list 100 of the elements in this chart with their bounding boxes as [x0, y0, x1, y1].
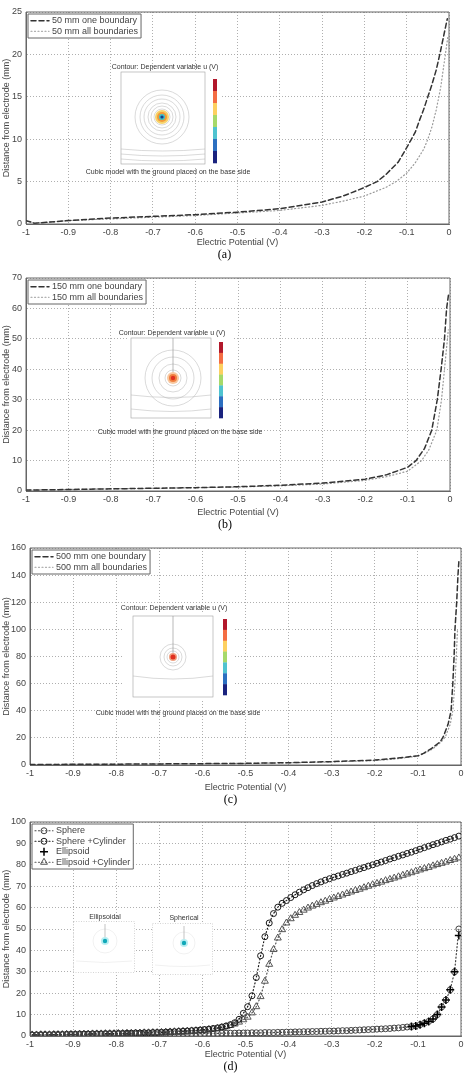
y-tick-label: 100 — [10, 816, 26, 827]
y-tick-label: 0 — [16, 218, 22, 229]
y-tick-label: 40 — [11, 363, 22, 374]
x-tick-label: 0 — [458, 767, 464, 778]
y-tick-label: 10 — [11, 455, 22, 466]
text: (d) — [223, 1058, 238, 1073]
y-tick-label: 60 — [15, 678, 26, 689]
y-tick-label: 20 — [11, 48, 22, 59]
x-tick-label: -0.6 — [194, 1038, 211, 1049]
x-tick-label: -0.2 — [356, 226, 373, 237]
legend-label: 500 mm one boundary — [56, 551, 147, 562]
x-tick-label: -0.9 — [60, 493, 77, 504]
x-tick-label: -0.3 — [314, 226, 330, 237]
legend-label: Sphere +Cylinder — [56, 835, 126, 846]
y-tick-label: 50 — [11, 333, 22, 344]
x-axis-title: Electric Potential (V) — [197, 506, 279, 517]
y-tick-label: 10 — [11, 133, 22, 144]
x-tick-label: -1 — [21, 226, 31, 237]
y-tick-label: 160 — [10, 542, 26, 553]
x-tick-label: -0.8 — [103, 493, 119, 504]
x-tick-label: 0 — [447, 493, 453, 504]
y-tick-label: 40 — [15, 944, 26, 955]
y-tick-label: 140 — [10, 569, 26, 580]
text: (b) — [218, 516, 232, 531]
x-tick-label: -0.7 — [151, 1038, 168, 1049]
legend-label: 150 mm all boundaries — [52, 291, 144, 302]
x-tick-label: -1 — [25, 767, 35, 778]
y-tick-label: 120 — [10, 596, 26, 607]
y-tick-label: 80 — [15, 650, 26, 661]
x-tick-label: -0.9 — [60, 226, 77, 237]
x-tick-label: -0.3 — [323, 1038, 340, 1049]
x-tick-label: -0.3 — [323, 767, 340, 778]
x-tick-label: -0.3 — [315, 493, 331, 504]
x-axis-title: Electric Potential (V) — [204, 781, 287, 792]
x-tick-label: -0.8 — [102, 226, 119, 237]
x-tick-label: -0.5 — [237, 767, 254, 778]
legend-label: 50 mm one boundary — [52, 15, 138, 26]
y-tick-label: 50 — [15, 923, 26, 934]
x-axis-title: Electric Potential (V) — [196, 236, 279, 247]
x-tick-label: -0.4 — [280, 1038, 297, 1049]
y-tick-label: 70 — [15, 880, 26, 891]
x-tick-label: -0.1 — [398, 226, 415, 237]
x-tick-label: -0.7 — [145, 226, 161, 237]
x-tick-label: -0.9 — [65, 1038, 81, 1049]
x-tick-label: 0 — [446, 226, 452, 237]
x-tick-label: -0.2 — [367, 1038, 383, 1049]
legend-label: Ellipsoid — [56, 846, 90, 857]
x-tick-label: -1 — [25, 1038, 35, 1049]
text: (c) — [223, 791, 238, 806]
x-tick-label: -0.9 — [65, 767, 81, 778]
x-tick-label: -0.6 — [187, 226, 203, 237]
y-tick-label: 20 — [15, 732, 26, 743]
x-tick-label: -0.5 — [229, 226, 246, 237]
y-tick-label: 25 — [11, 6, 22, 17]
x-tick-label: -0.7 — [145, 493, 161, 504]
y-tick-label: 30 — [11, 394, 22, 405]
legend-label: Ellipsoid +Cylinder — [56, 856, 131, 867]
x-tick-label: -0.8 — [108, 767, 124, 778]
y-tick-label: 60 — [15, 902, 26, 913]
x-tick-label: -0.4 — [272, 226, 288, 237]
text: (a) — [217, 246, 232, 261]
y-tick-label: 20 — [15, 987, 26, 998]
x-tick-label: -0.6 — [187, 493, 204, 504]
legend-label: 150 mm one boundary — [52, 281, 143, 292]
x-tick-label: -0.5 — [237, 1038, 254, 1049]
legend-label: 500 mm all boundaries — [56, 561, 148, 572]
x-tick-label: -0.6 — [194, 767, 211, 778]
y-tick-label: 30 — [15, 966, 26, 977]
x-tick-label: -0.8 — [108, 1038, 124, 1049]
legend-label: Sphere — [56, 825, 86, 836]
x-tick-label: 0 — [458, 1038, 464, 1049]
y-tick-label: 5 — [16, 176, 22, 187]
y-tick-label: 40 — [15, 705, 26, 716]
y-tick-label: 80 — [15, 859, 26, 870]
x-tick-label: -1 — [21, 493, 31, 504]
legend-label: 50 mm all boundaries — [52, 25, 139, 36]
y-axis-title: Distance from electrode (mm) — [0, 325, 11, 444]
y-tick-label: 10 — [15, 1009, 26, 1020]
y-tick-label: 0 — [16, 485, 22, 496]
x-axis-title: Electric Potential (V) — [204, 1048, 287, 1059]
x-tick-label: -0.1 — [399, 493, 416, 504]
y-tick-label: 60 — [11, 302, 22, 313]
y-tick-label: 0 — [20, 1030, 26, 1041]
y-tick-label: 15 — [11, 91, 22, 102]
y-axis-title: Distance from electrode (mm) — [0, 58, 11, 178]
y-tick-label: 70 — [11, 272, 22, 283]
x-tick-label: -0.1 — [410, 1038, 426, 1049]
x-tick-label: -0.7 — [151, 767, 168, 778]
x-tick-label: -0.2 — [367, 767, 383, 778]
y-axis-title: Distance from electrode (mm) — [0, 597, 11, 716]
x-tick-label: -0.4 — [272, 493, 289, 504]
x-tick-label: -0.1 — [410, 767, 426, 778]
x-tick-label: -0.2 — [357, 493, 373, 504]
y-tick-label: 100 — [10, 623, 26, 634]
y-axis-title: Distance from electrode (mm) — [0, 869, 11, 989]
x-tick-label: -0.4 — [280, 767, 297, 778]
x-tick-label: -0.5 — [230, 493, 246, 504]
y-tick-label: 0 — [20, 759, 26, 770]
y-tick-label: 90 — [15, 837, 26, 848]
y-tick-label: 20 — [11, 424, 22, 435]
